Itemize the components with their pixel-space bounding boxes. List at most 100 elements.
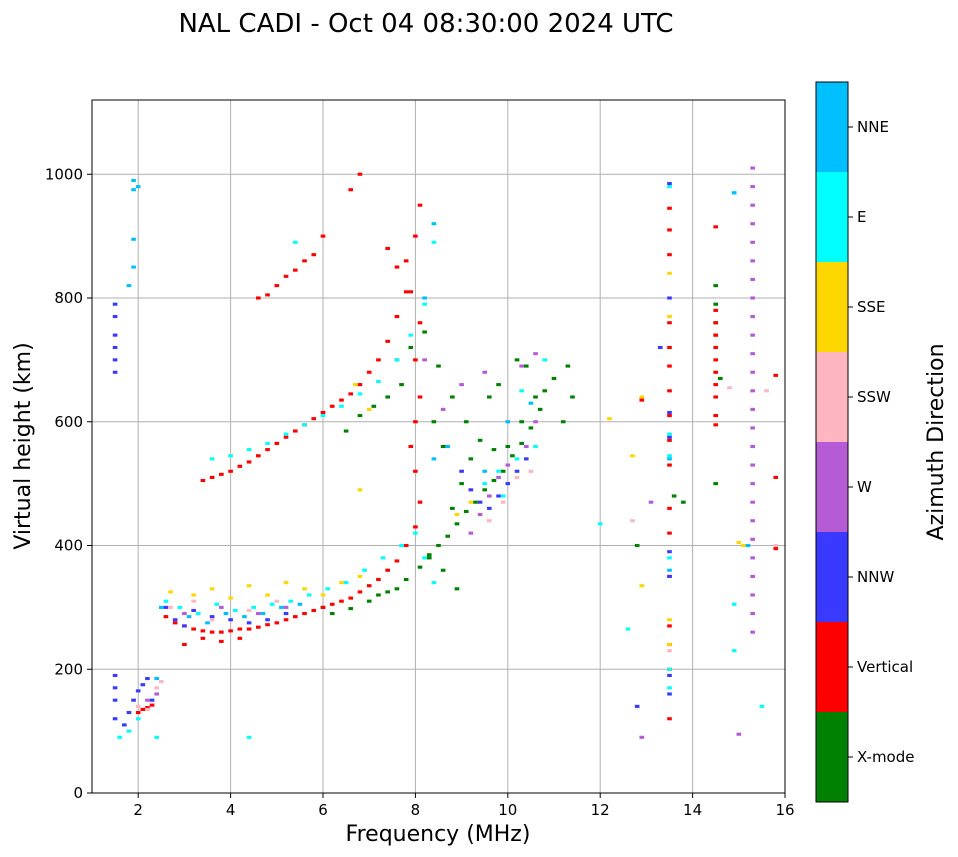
data-point [219, 630, 224, 634]
data-point [274, 284, 280, 288]
data-point [168, 605, 173, 609]
data-point [667, 410, 672, 415]
data-point [773, 547, 779, 551]
data-point [500, 494, 506, 498]
data-point [431, 457, 437, 461]
data-point [667, 649, 672, 653]
data-point [265, 623, 270, 627]
data-point [713, 383, 719, 387]
data-point [283, 435, 289, 439]
data-point [200, 636, 206, 640]
data-point [172, 618, 178, 622]
colorbar-segment [816, 262, 848, 352]
series-ssw [135, 386, 779, 712]
data-point [348, 392, 354, 396]
data-point [764, 389, 769, 393]
data-point [533, 420, 538, 424]
data-point [191, 599, 196, 603]
data-point [209, 615, 215, 619]
data-point [256, 454, 261, 458]
data-point [172, 621, 178, 625]
data-point [385, 339, 390, 343]
data-point [357, 383, 363, 387]
data-point [565, 364, 571, 368]
data-point [482, 482, 488, 486]
data-point [242, 615, 247, 619]
x-tick-label: 4 [226, 801, 236, 819]
data-point [727, 386, 732, 390]
data-point [468, 457, 474, 461]
colorbar-tick-label: NNE [857, 118, 889, 136]
data-point [163, 605, 169, 609]
data-point [209, 630, 215, 634]
data-point [505, 420, 511, 424]
data-point [422, 358, 427, 362]
data-point [713, 345, 719, 350]
data-point [131, 188, 136, 192]
data-point [667, 271, 672, 275]
data-point [750, 352, 755, 356]
data-point [422, 330, 427, 334]
data-point [357, 574, 363, 578]
data-points [112, 166, 779, 739]
data-point [228, 629, 233, 633]
data-point [112, 717, 118, 721]
data-point [639, 735, 645, 739]
data-point [292, 240, 298, 244]
data-point [145, 676, 150, 681]
data-point [408, 290, 414, 294]
data-point [713, 308, 719, 312]
data-point [713, 225, 719, 229]
data-point [246, 735, 252, 739]
data-point [667, 364, 672, 368]
data-point [745, 543, 751, 548]
data-point [311, 417, 317, 421]
data-point [357, 172, 363, 176]
data-point [750, 166, 755, 170]
data-point [311, 253, 317, 257]
data-point [667, 206, 672, 210]
data-point [630, 454, 635, 458]
data-point [306, 593, 312, 597]
data-point [514, 475, 520, 479]
data-point [403, 543, 409, 548]
data-point [667, 673, 672, 677]
data-point [630, 519, 635, 523]
data-point [519, 364, 524, 368]
data-point [510, 454, 515, 458]
data-point [759, 704, 765, 708]
data-point [713, 395, 719, 399]
data-point [667, 414, 672, 418]
data-point [773, 475, 779, 479]
data-point [528, 401, 534, 405]
data-point [431, 222, 437, 226]
data-point [736, 732, 742, 736]
data-point [514, 457, 520, 461]
data-point [500, 469, 506, 473]
data-point [667, 454, 672, 458]
colorbar-tick-label: X-mode [857, 748, 914, 766]
data-point [366, 407, 372, 411]
data-point [648, 500, 654, 504]
data-point [214, 602, 220, 606]
data-point [237, 636, 243, 640]
data-point [431, 240, 437, 244]
data-point [228, 469, 233, 473]
data-point [302, 612, 307, 616]
data-point [450, 395, 455, 399]
data-point [491, 448, 497, 452]
data-point [394, 315, 400, 319]
data-point [505, 482, 511, 486]
data-point [413, 469, 418, 473]
series-w [145, 166, 755, 739]
data-point [246, 627, 252, 631]
data-point [140, 683, 146, 687]
data-point [625, 627, 631, 631]
data-point [731, 191, 737, 195]
data-point [348, 596, 354, 600]
colorbar-tick-label: E [857, 208, 866, 226]
data-point [750, 463, 755, 467]
data-point [223, 612, 229, 616]
data-point [713, 358, 719, 362]
data-point [422, 296, 427, 300]
